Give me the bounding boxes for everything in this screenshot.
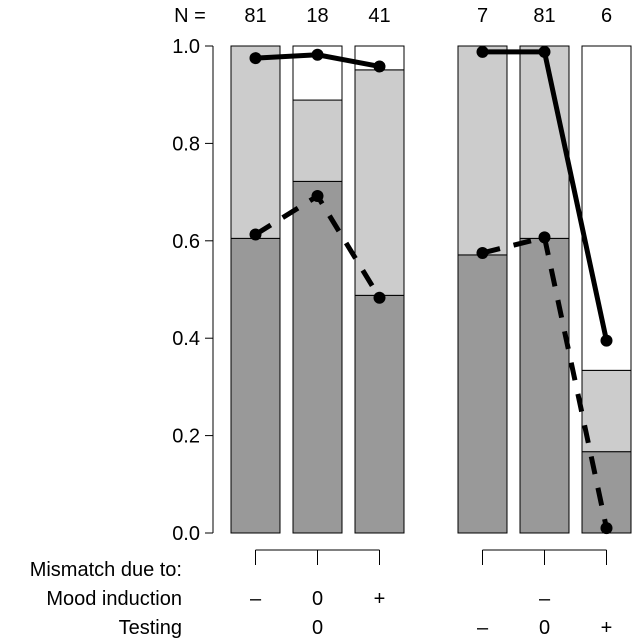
- testing-level-label: 0: [312, 617, 323, 639]
- row-labels: Mismatch due to: Mood induction Testing: [30, 559, 182, 639]
- solid-point: [600, 334, 613, 347]
- group-brackets: – 0 +0 – – 0 +: [250, 549, 613, 639]
- mood-level-label: +: [374, 588, 386, 610]
- solid-point: [373, 60, 386, 73]
- sample-size-labels: N = 81 18 41 7 81 6: [174, 5, 612, 27]
- bar-segment: [230, 237, 281, 534]
- bar-segment: [457, 45, 508, 256]
- n-label: 18: [306, 5, 328, 27]
- bars: [230, 45, 632, 534]
- dashed-point: [373, 291, 386, 304]
- mismatch-label: Mismatch due to:: [30, 559, 182, 581]
- bar-outline: [354, 45, 405, 534]
- y-axis: 0.0 0.2 0.4 0.6 0.8 1.0: [172, 36, 214, 545]
- n-label: 81: [244, 5, 266, 27]
- bar-segment: [519, 237, 570, 534]
- dashed-point: [249, 228, 262, 241]
- testing-level-label: –: [477, 617, 489, 639]
- bar-outline: [292, 45, 343, 534]
- n-label: 7: [477, 5, 488, 27]
- y-tick-label: 0.6: [172, 231, 200, 253]
- solid-point: [311, 48, 324, 61]
- bar-segment: [292, 99, 343, 182]
- line-overlays: [249, 45, 613, 535]
- bar-segment: [292, 180, 343, 534]
- dashed-line: [481, 234, 609, 529]
- bar-segment: [230, 45, 281, 239]
- mood-level-label: –: [539, 588, 551, 610]
- testing-level-label: +: [601, 617, 613, 639]
- mood-level-label: 0: [312, 588, 323, 610]
- n-label: 81: [533, 5, 555, 27]
- dashed-point: [476, 246, 489, 259]
- dashed-point: [311, 189, 324, 202]
- bar-segment: [581, 45, 632, 371]
- bar-segment: [457, 254, 508, 534]
- solid-point: [249, 52, 262, 65]
- mood-induction-label: Mood induction: [46, 588, 182, 610]
- testing-label: Testing: [119, 617, 182, 639]
- y-tick-label: 0.0: [172, 523, 200, 545]
- y-tick-label: 1.0: [172, 36, 200, 58]
- bar-segment: [354, 69, 405, 296]
- testing-level-label: 0: [539, 617, 550, 639]
- dashed-point: [538, 231, 551, 244]
- solid-point: [476, 45, 489, 58]
- y-tick-label: 0.4: [172, 328, 200, 350]
- dashed-point: [600, 522, 613, 535]
- solid-point: [538, 45, 551, 58]
- n-equals-label: N =: [174, 5, 206, 27]
- bar-segment: [354, 294, 405, 534]
- n-label: 41: [368, 5, 390, 27]
- y-tick-label: 0.2: [172, 426, 200, 448]
- mood-level-label: –: [250, 588, 262, 610]
- y-tick-label: 0.8: [172, 133, 200, 155]
- n-label: 6: [601, 5, 612, 27]
- bar-outline: [230, 45, 281, 534]
